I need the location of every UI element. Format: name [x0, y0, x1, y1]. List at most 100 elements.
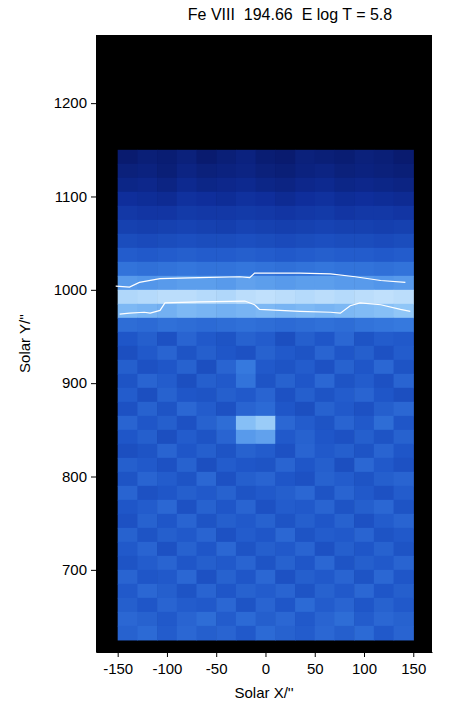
heatmap-cell: [354, 346, 374, 361]
heatmap-cell: [295, 514, 315, 529]
heatmap-cell: [118, 486, 138, 501]
heatmap-cell: [394, 206, 414, 221]
heatmap-cell: [157, 626, 177, 641]
heatmap-cell: [118, 402, 138, 417]
heatmap-cell: [118, 570, 138, 585]
heatmap-cell: [295, 472, 315, 487]
heatmap-cell: [295, 150, 315, 165]
tick: 150: [401, 652, 426, 677]
heatmap-cell: [315, 612, 335, 627]
heatmap-cell: [157, 472, 177, 487]
heatmap-cell: [137, 486, 157, 501]
heatmap-cell: [315, 332, 335, 347]
heatmap-cell: [216, 360, 236, 375]
heatmap-cell: [137, 192, 157, 207]
heatmap-cell: [275, 192, 295, 207]
heatmap-cell: [354, 598, 374, 613]
heatmap-cell: [394, 234, 414, 249]
heatmap-cell: [394, 528, 414, 543]
heatmap-cell: [315, 276, 335, 291]
heatmap-cell: [197, 304, 217, 319]
heatmap-cell: [118, 192, 138, 207]
heatmap-cell: [354, 248, 374, 263]
heatmap-cell: [394, 318, 414, 333]
heatmap-cell: [216, 584, 236, 599]
heatmap-cell: [137, 388, 157, 403]
heatmap-cell: [275, 598, 295, 613]
heatmap-cell: [315, 374, 335, 389]
heatmap-cell: [334, 304, 354, 319]
heatmap-cell: [197, 612, 217, 627]
tick-label: 50: [307, 660, 324, 677]
heatmap-cell: [118, 542, 138, 557]
heatmap-cell: [256, 584, 276, 599]
heatmap-cell: [236, 556, 256, 571]
heatmap-cell: [394, 626, 414, 641]
heatmap-cell: [216, 346, 236, 361]
x-axis-title: Solar X/'': [234, 684, 293, 701]
heatmap-cell: [394, 388, 414, 403]
heatmap-cell: [157, 248, 177, 263]
heatmap-cell: [394, 402, 414, 417]
heatmap-cell: [354, 612, 374, 627]
heatmap-cell: [354, 220, 374, 235]
heatmap-cell: [334, 276, 354, 291]
heatmap-cell: [295, 556, 315, 571]
heatmap-cell: [354, 584, 374, 599]
heatmap-cell: [295, 248, 315, 263]
heatmap-cell: [157, 542, 177, 557]
heatmap-cell: [118, 528, 138, 543]
heatmap-cell: [256, 206, 276, 221]
heatmap-cell: [157, 206, 177, 221]
heatmap-cell: [334, 206, 354, 221]
heatmap-cell: [394, 150, 414, 165]
tick-label: 0: [262, 660, 270, 677]
heatmap-cell: [236, 500, 256, 515]
heatmap-cell: [256, 332, 276, 347]
heatmap-cell: [315, 150, 335, 165]
heatmap-cell: [137, 458, 157, 473]
heatmap-cell: [374, 542, 394, 557]
heatmap-cell: [354, 360, 374, 375]
heatmap-cell: [157, 500, 177, 515]
heatmap-cell: [137, 248, 157, 263]
heatmap-cell: [354, 500, 374, 515]
heatmap-cell: [177, 444, 197, 459]
heatmap-cell: [394, 220, 414, 235]
heatmap-cell: [157, 444, 177, 459]
heatmap-cell: [236, 192, 256, 207]
heatmap-cell: [394, 612, 414, 627]
heatmap-cell: [374, 598, 394, 613]
heatmap-cell: [315, 178, 335, 193]
heatmap-cell: [118, 332, 138, 347]
heatmap-cell: [334, 598, 354, 613]
heatmap-cell: [374, 500, 394, 515]
heatmap-cell: [394, 444, 414, 459]
tick-label: 800: [62, 468, 87, 485]
tick-label: -150: [103, 660, 133, 677]
heatmap-cell: [275, 220, 295, 235]
heatmap-cell: [256, 164, 276, 179]
heatmap-cell: [315, 584, 335, 599]
heatmap-cell: [118, 178, 138, 193]
tick-mark: [91, 290, 96, 291]
heatmap-cell: [275, 290, 295, 305]
heatmap-cell: [354, 528, 374, 543]
heatmap-cell: [197, 332, 217, 347]
heatmap-cell: [118, 626, 138, 641]
heatmap-cell: [236, 486, 256, 501]
heatmap-cell: [118, 206, 138, 221]
heatmap-cell: [177, 262, 197, 277]
tick-mark: [91, 103, 96, 104]
plot-background: [96, 35, 432, 652]
heatmap-cell: [216, 164, 236, 179]
heatmap-cell: [216, 318, 236, 333]
heatmap-cell: [118, 220, 138, 235]
heatmap-cell: [157, 612, 177, 627]
heatmap-cell: [197, 542, 217, 557]
heatmap-cell: [256, 472, 276, 487]
heatmap-cell: [216, 290, 236, 305]
heatmap-cell: [118, 248, 138, 263]
chart-container: -150-100-5005010015070080090010001100120…: [0, 0, 454, 705]
heatmap-cell: [256, 444, 276, 459]
